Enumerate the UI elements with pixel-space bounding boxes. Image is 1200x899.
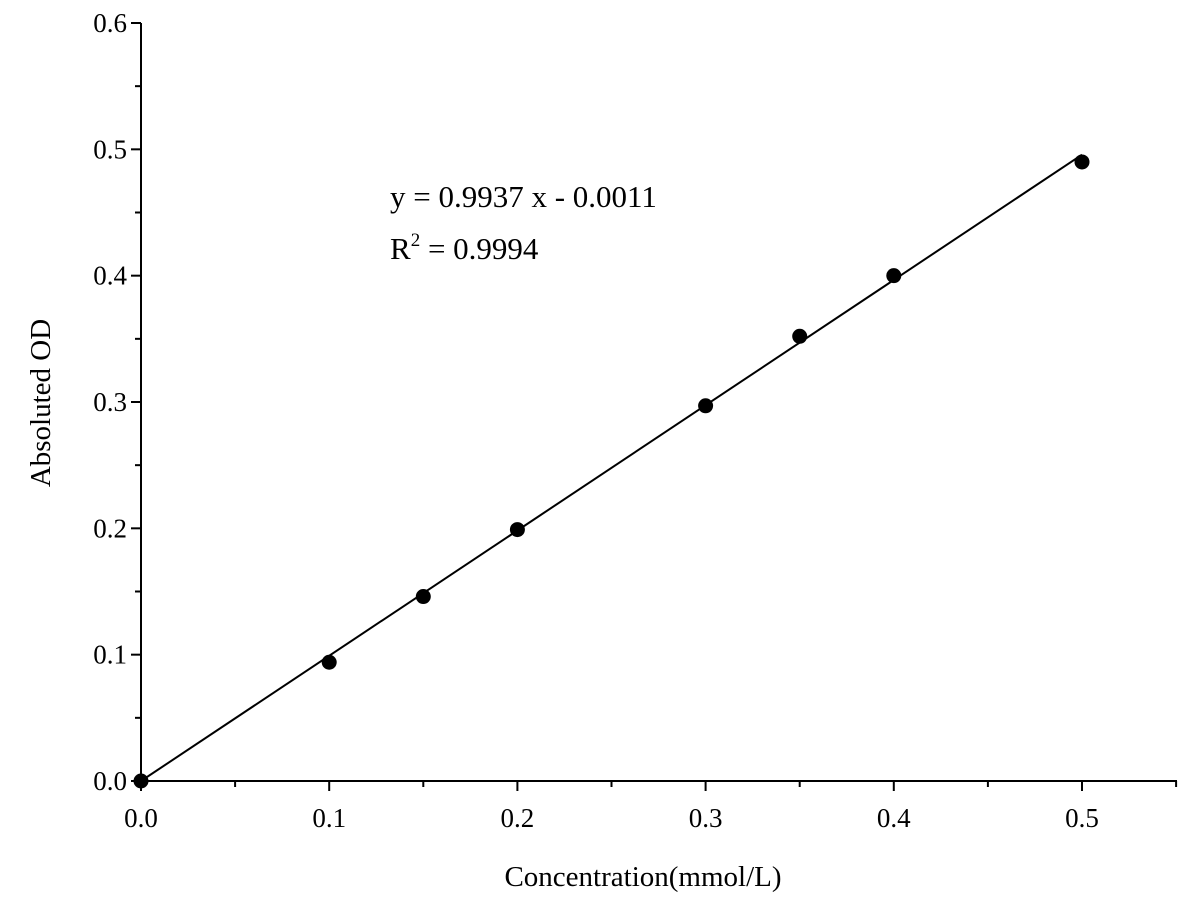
y-tick-label: 0.3	[93, 387, 127, 417]
fit-line-group	[140, 153, 1083, 782]
r-squared-value: = 0.9994	[420, 231, 539, 266]
y-axis-title: Absoluted OD	[25, 319, 57, 487]
y-tick-label: 0.4	[93, 261, 127, 291]
y-tick-label: 0.1	[93, 640, 127, 670]
y-tick-label: 0.5	[93, 134, 127, 164]
data-point	[886, 268, 902, 284]
data-point	[321, 654, 337, 670]
axis-ticks: 0.0 0.1 0.2 0.3 0.4 0.5 0.6 0.0 0.1 0.2 0.3 0.4 0.5	[93, 8, 1178, 833]
x-tick-label: 0.3	[689, 803, 723, 833]
x-tick-label: 0.5	[1065, 803, 1099, 833]
x-tick-label: 0.4	[877, 803, 911, 833]
x-tick-label: 0.0	[124, 803, 158, 833]
data-point	[509, 522, 525, 538]
data-point	[792, 328, 808, 344]
data-points	[133, 154, 1090, 789]
fit-line	[140, 153, 1083, 782]
y-tick-label: 0.6	[93, 8, 127, 38]
equation-annotation: y = 0.9937 x - 0.0011	[390, 179, 657, 214]
y-tick-label: 0.0	[93, 766, 127, 796]
data-point	[698, 398, 714, 414]
r-squared-annotation: R2 = 0.9994	[390, 230, 539, 266]
r-squared-symbol: R	[390, 231, 411, 266]
x-tick-label: 0.2	[501, 803, 535, 833]
r-squared-superscript: 2	[411, 230, 421, 251]
data-point	[1074, 154, 1090, 170]
axes	[140, 23, 1177, 782]
x-tick-label: 0.1	[312, 803, 346, 833]
data-point	[415, 589, 431, 605]
x-axis-title: Concentration(mmol/L)	[504, 861, 781, 893]
y-tick-label: 0.2	[93, 513, 127, 543]
